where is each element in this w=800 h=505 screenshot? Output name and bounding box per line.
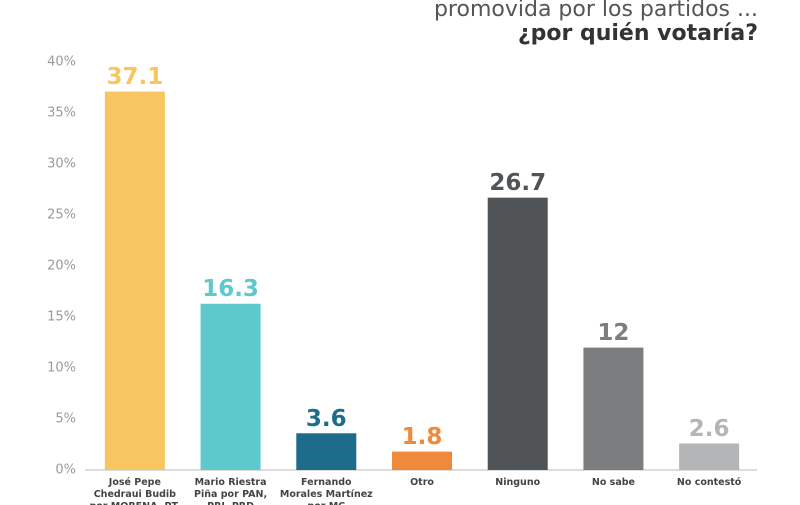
y-tick-label: 35% xyxy=(47,106,76,121)
y-tick-label: 30% xyxy=(47,157,76,172)
bar xyxy=(392,451,452,470)
value-label: 2.6 xyxy=(689,416,730,442)
value-label: 37.1 xyxy=(106,64,163,90)
y-tick-label: 5% xyxy=(55,412,76,427)
bar xyxy=(104,91,165,470)
y-tick-label: 25% xyxy=(47,208,76,223)
value-label: 3.6 xyxy=(306,406,347,432)
x-tick-label: Ninguno xyxy=(495,477,541,488)
bar xyxy=(200,303,261,470)
y-tick-label: 20% xyxy=(47,259,76,274)
y-tick-label: 15% xyxy=(47,310,76,325)
x-tick-label: No sabe xyxy=(591,477,635,488)
y-tick-label: 10% xyxy=(47,361,76,376)
bar xyxy=(679,443,740,470)
value-label: 12 xyxy=(597,320,629,346)
y-tick-label: 40% xyxy=(47,55,76,70)
bar xyxy=(583,347,644,470)
x-tick-label: Fernando Morales Martínez por MC xyxy=(279,477,373,505)
x-tick-label: Mario Riestra Piña por PAN, PRI, PRD xyxy=(194,477,268,505)
value-label: 16.3 xyxy=(202,276,259,302)
x-tick-label: No contestó xyxy=(676,477,742,488)
value-label: 1.8 xyxy=(402,424,443,450)
bar xyxy=(487,197,548,470)
x-tick-label: Otro xyxy=(410,477,434,488)
y-tick-label: 0% xyxy=(55,463,76,478)
chart-subtitle: ¿por quién votaría? xyxy=(518,21,758,46)
value-label: 26.7 xyxy=(489,170,546,196)
x-tick-label: José Pepe Chedraui Budib por MORENA, PT,… xyxy=(89,477,180,505)
chart-title: promovida por los partidos ... xyxy=(434,0,758,22)
bar xyxy=(296,433,357,470)
